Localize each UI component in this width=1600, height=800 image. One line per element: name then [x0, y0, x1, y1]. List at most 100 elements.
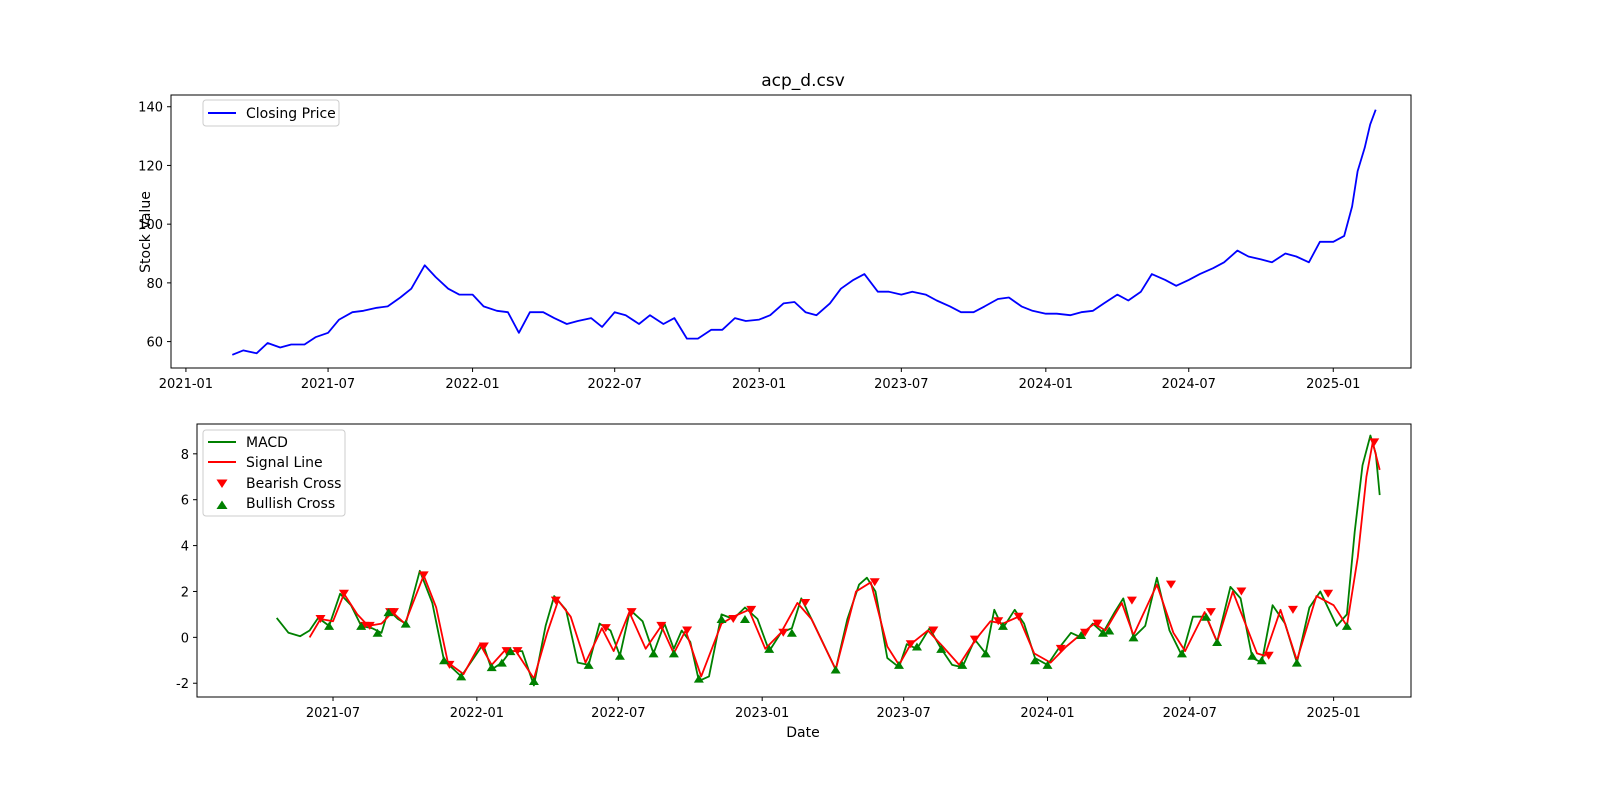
macd-ytick-label: 4 [181, 540, 189, 555]
price-ytick-label: 140 [138, 101, 163, 116]
price-xtick-label: 2023-07 [874, 377, 928, 392]
bullish-cross-marker [693, 674, 704, 683]
bearish-cross-marker [1369, 438, 1380, 447]
bearish-cross-marker [1126, 596, 1137, 605]
bullish-cross-marker [997, 621, 1008, 630]
bullish-cross-marker [1128, 633, 1139, 642]
bearish-cross-marker [1092, 619, 1103, 628]
price-axes-frame [170, 94, 1412, 369]
legend-closing-price-label: Closing Price [246, 106, 336, 122]
bullish-cross-marker [716, 615, 727, 623]
bullish-cross-marker [957, 660, 968, 669]
macd-chart-xlabel: Date [786, 725, 819, 741]
price-xtick-label: 2024-07 [1162, 377, 1216, 392]
bearish-cross-marker [1236, 587, 1247, 596]
bearish-cross-marker [869, 578, 880, 587]
bearish-cross-marker [1055, 644, 1066, 653]
bullish-cross-marker [1291, 658, 1302, 667]
bullish-cross-marker [1341, 621, 1352, 630]
bullish-cross-marker [583, 660, 594, 669]
bearish-cross-marker [626, 608, 637, 617]
bearish-cross-marker [778, 628, 789, 637]
bullish-cross-marker [893, 660, 904, 669]
bullish-cross-marker [1076, 631, 1087, 640]
bullish-cross-marker [764, 644, 775, 653]
bullish-cross-marker [324, 621, 335, 630]
bearish-cross-marker [969, 635, 980, 644]
macd-xtick-label: 2022-01 [450, 706, 504, 721]
bearish-cross-marker [550, 596, 561, 605]
bearish-cross-marker [928, 626, 939, 635]
bearish-cross-marker [1013, 612, 1024, 621]
bearish-cross-marker [800, 598, 811, 607]
legend-signal-line-label: Signal Line [246, 455, 323, 471]
bullish-cross-marker [439, 656, 450, 665]
bearish-cross-marker [728, 615, 739, 623]
macd-plot-area [275, 434, 1381, 687]
legend-bearish-cross-marker [216, 479, 228, 488]
bullish-cross-marker [456, 672, 467, 681]
bullish-cross-marker [980, 649, 991, 658]
bullish-cross-marker [1098, 628, 1109, 637]
legend-bullish-cross-label: Bullish Cross [246, 496, 335, 512]
macd-xtick-label: 2022-07 [591, 706, 645, 721]
bearish-cross-marker [1263, 651, 1274, 660]
bearish-cross-marker [418, 571, 429, 580]
bearish-cross-marker [338, 589, 349, 598]
price-xtick-label: 2021-07 [301, 377, 355, 392]
bullish-cross-marker [648, 649, 659, 658]
bullish-cross-marker [505, 647, 516, 656]
bullish-cross-marker [668, 649, 679, 658]
price-xtick-label: 2022-07 [588, 377, 642, 392]
price-ytick-label: 120 [138, 159, 163, 174]
price-chart-ylabel: Stock Value [138, 191, 154, 273]
bearish-cross-marker [364, 621, 375, 630]
bearish-cross-marker [746, 605, 757, 614]
bullish-cross-marker [1042, 660, 1053, 669]
bullish-cross-marker [383, 608, 394, 617]
bullish-cross-marker [936, 644, 947, 653]
macd-x-axis: 2021-07 2022-01 2022-07 2023-01 2023-07 2024-… [306, 697, 1361, 721]
bullish-cross-marker [486, 663, 497, 672]
bearish-cross-marker [512, 647, 523, 656]
bearish-cross-marker [1205, 608, 1216, 617]
bullish-cross-marker [356, 621, 367, 630]
price-ytick-label: 100 [138, 218, 163, 233]
macd-y-axis: -2 0 2 4 6 8 [176, 448, 197, 692]
bearish-cross-marker [501, 647, 512, 656]
bearish-cross-marker [388, 608, 399, 617]
macd-xtick-label: 2021-07 [306, 706, 360, 721]
bearish-cross-marker [682, 626, 693, 635]
macd-axes-frame [196, 423, 1412, 698]
bullish-cross-marker [1029, 656, 1040, 665]
price-ytick-label: 80 [146, 277, 163, 292]
macd-ytick-label: -2 [176, 677, 189, 692]
bullish-cross-marker [1247, 651, 1258, 660]
bearish-cross-marker [1323, 589, 1334, 598]
macd-legend: MACD Signal Line Bearish Cross Bullish C… [202, 429, 346, 517]
bullish-cross-marker [1176, 649, 1187, 658]
macd-xtick-label: 2023-07 [877, 706, 931, 721]
bearish-cross-marker [478, 642, 489, 651]
price-xtick-label: 2022-01 [445, 377, 499, 392]
bullish-cross-marker [786, 628, 797, 637]
macd-xtick-label: 2024-01 [1020, 706, 1074, 721]
bullish-cross-marker [1104, 626, 1115, 635]
price-y-axis: 60 80 100 120 140 [138, 101, 171, 351]
price-xtick-label: 2021-01 [159, 377, 213, 392]
price-plot-area [231, 109, 1377, 356]
bullish-cross-marker [372, 628, 383, 637]
bullish-cross-marker [496, 658, 507, 667]
macd-xtick-label: 2025-01 [1306, 706, 1360, 721]
bullish-cross-marker [400, 619, 411, 628]
macd-ytick-label: 2 [181, 585, 189, 600]
bullish-cross-marker [1256, 656, 1267, 665]
closing-price-line [231, 109, 1377, 356]
price-xtick-label: 2025-01 [1306, 377, 1360, 392]
price-xtick-label: 2023-01 [732, 377, 786, 392]
bearish-cross-marker [1080, 628, 1091, 637]
macd-legend-box [202, 429, 346, 517]
bullish-cross-marker [830, 665, 841, 674]
